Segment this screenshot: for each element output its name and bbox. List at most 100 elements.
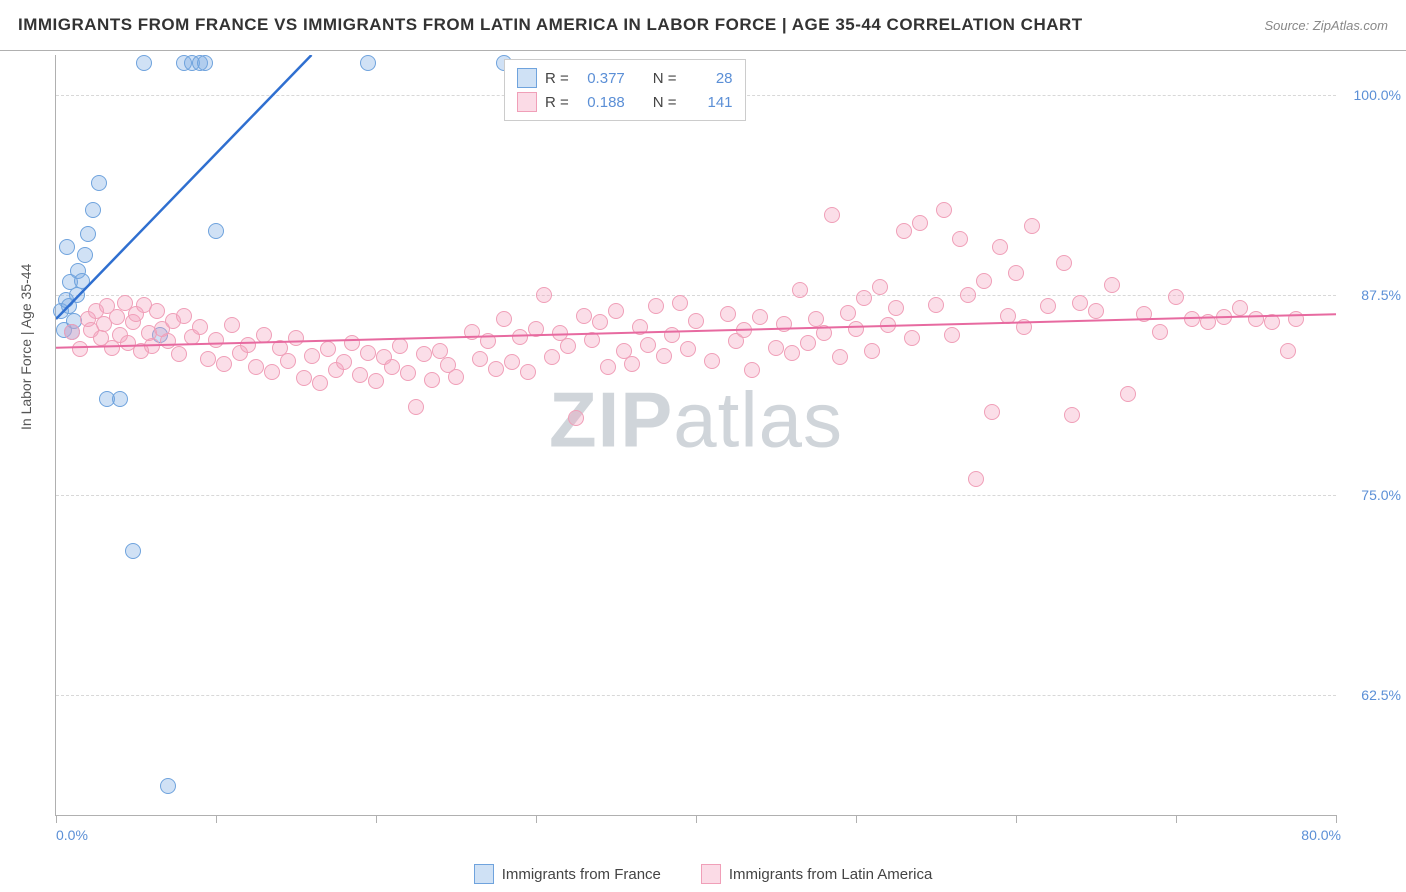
y-tick-label: 87.5%: [1341, 287, 1401, 303]
data-point-latin: [768, 340, 784, 356]
data-point-latin: [1248, 311, 1264, 327]
r-label: R =: [545, 70, 569, 87]
stats-row-france: R = 0.377 N = 28: [517, 66, 733, 90]
data-point-latin: [960, 287, 976, 303]
r-value-latin: 0.188: [577, 94, 625, 111]
data-point-france: [85, 202, 101, 218]
data-point-latin: [840, 305, 856, 321]
n-value-latin: 141: [685, 94, 733, 111]
data-point-france: [360, 55, 376, 71]
source-label: Source:: [1264, 18, 1312, 33]
data-point-latin: [296, 370, 312, 386]
data-point-latin: [928, 297, 944, 313]
data-point-latin: [832, 349, 848, 365]
data-point-latin: [736, 322, 752, 338]
bottom-legend: Immigrants from France Immigrants from L…: [0, 864, 1406, 884]
source-name: ZipAtlas.com: [1313, 18, 1388, 33]
data-point-latin: [109, 309, 125, 325]
data-point-latin: [672, 295, 688, 311]
data-point-latin: [480, 333, 496, 349]
data-point-latin: [1232, 300, 1248, 316]
legend-swatch-latin: [701, 864, 721, 884]
data-point-latin: [576, 308, 592, 324]
data-point-latin: [1200, 314, 1216, 330]
data-point-latin: [384, 359, 400, 375]
data-point-latin: [1120, 386, 1136, 402]
data-point-latin: [224, 317, 240, 333]
data-point-france: [77, 247, 93, 263]
data-point-latin: [248, 359, 264, 375]
data-point-latin: [752, 309, 768, 325]
data-point-france: [125, 543, 141, 559]
data-point-latin: [792, 282, 808, 298]
data-point-latin: [624, 356, 640, 372]
data-point-france: [112, 391, 128, 407]
r-value-france: 0.377: [577, 70, 625, 87]
data-point-latin: [171, 346, 187, 362]
data-point-latin: [216, 356, 232, 372]
data-point-latin: [560, 338, 576, 354]
data-point-latin: [944, 327, 960, 343]
r-label: R =: [545, 94, 569, 111]
data-point-latin: [392, 338, 408, 354]
watermark: ZIPatlas: [549, 374, 843, 465]
data-point-latin: [648, 298, 664, 314]
data-point-latin: [504, 354, 520, 370]
data-point-latin: [688, 313, 704, 329]
data-point-latin: [352, 367, 368, 383]
chart-title: IMMIGRANTS FROM FRANCE VS IMMIGRANTS FRO…: [18, 15, 1083, 35]
data-point-latin: [824, 207, 840, 223]
data-point-latin: [416, 346, 432, 362]
data-point-latin: [904, 330, 920, 346]
data-point-latin: [536, 287, 552, 303]
data-point-latin: [600, 359, 616, 375]
data-point-latin: [312, 375, 328, 391]
data-point-latin: [664, 327, 680, 343]
legend-label-france: Immigrants from France: [502, 866, 661, 883]
data-point-latin: [1168, 289, 1184, 305]
x-tick: [376, 815, 377, 823]
x-tick: [536, 815, 537, 823]
data-point-latin: [1056, 255, 1072, 271]
data-point-latin: [264, 364, 280, 380]
y-tick-label: 75.0%: [1341, 487, 1401, 503]
data-point-latin: [424, 372, 440, 388]
n-label: N =: [653, 70, 677, 87]
data-point-latin: [592, 314, 608, 330]
data-point-latin: [1088, 303, 1104, 319]
data-point-latin: [1064, 407, 1080, 423]
gridline-horizontal: [56, 495, 1336, 496]
data-point-latin: [968, 471, 984, 487]
data-point-latin: [400, 365, 416, 381]
legend-swatch-france: [474, 864, 494, 884]
stats-row-latin: R =0.188N =141: [517, 90, 733, 114]
gridline-horizontal: [56, 695, 1336, 696]
data-point-latin: [520, 364, 536, 380]
data-point-france: [160, 778, 176, 794]
n-value-france: 28: [685, 70, 733, 87]
data-point-latin: [864, 343, 880, 359]
data-point-latin: [368, 373, 384, 389]
data-point-latin: [640, 337, 656, 353]
plot-area: ZIPatlas 62.5%75.0%87.5%100.0%0.0%80.0%R…: [55, 55, 1336, 816]
data-point-latin: [256, 327, 272, 343]
x-tick-label: 80.0%: [1286, 827, 1341, 843]
data-point-latin: [1288, 311, 1304, 327]
data-point-latin: [744, 362, 760, 378]
data-point-france: [91, 175, 107, 191]
data-point-latin: [72, 341, 88, 357]
data-point-france: [74, 273, 90, 289]
data-point-latin: [784, 345, 800, 361]
data-point-latin: [496, 311, 512, 327]
x-tick: [1176, 815, 1177, 823]
data-point-latin: [64, 324, 80, 340]
data-point-france: [80, 226, 96, 242]
x-tick: [56, 815, 57, 823]
data-point-latin: [1072, 295, 1088, 311]
title-bar: IMMIGRANTS FROM FRANCE VS IMMIGRANTS FRO…: [0, 0, 1406, 51]
data-point-latin: [800, 335, 816, 351]
data-point-latin: [568, 410, 584, 426]
data-point-latin: [656, 348, 672, 364]
data-point-latin: [872, 279, 888, 295]
data-point-latin: [720, 306, 736, 322]
